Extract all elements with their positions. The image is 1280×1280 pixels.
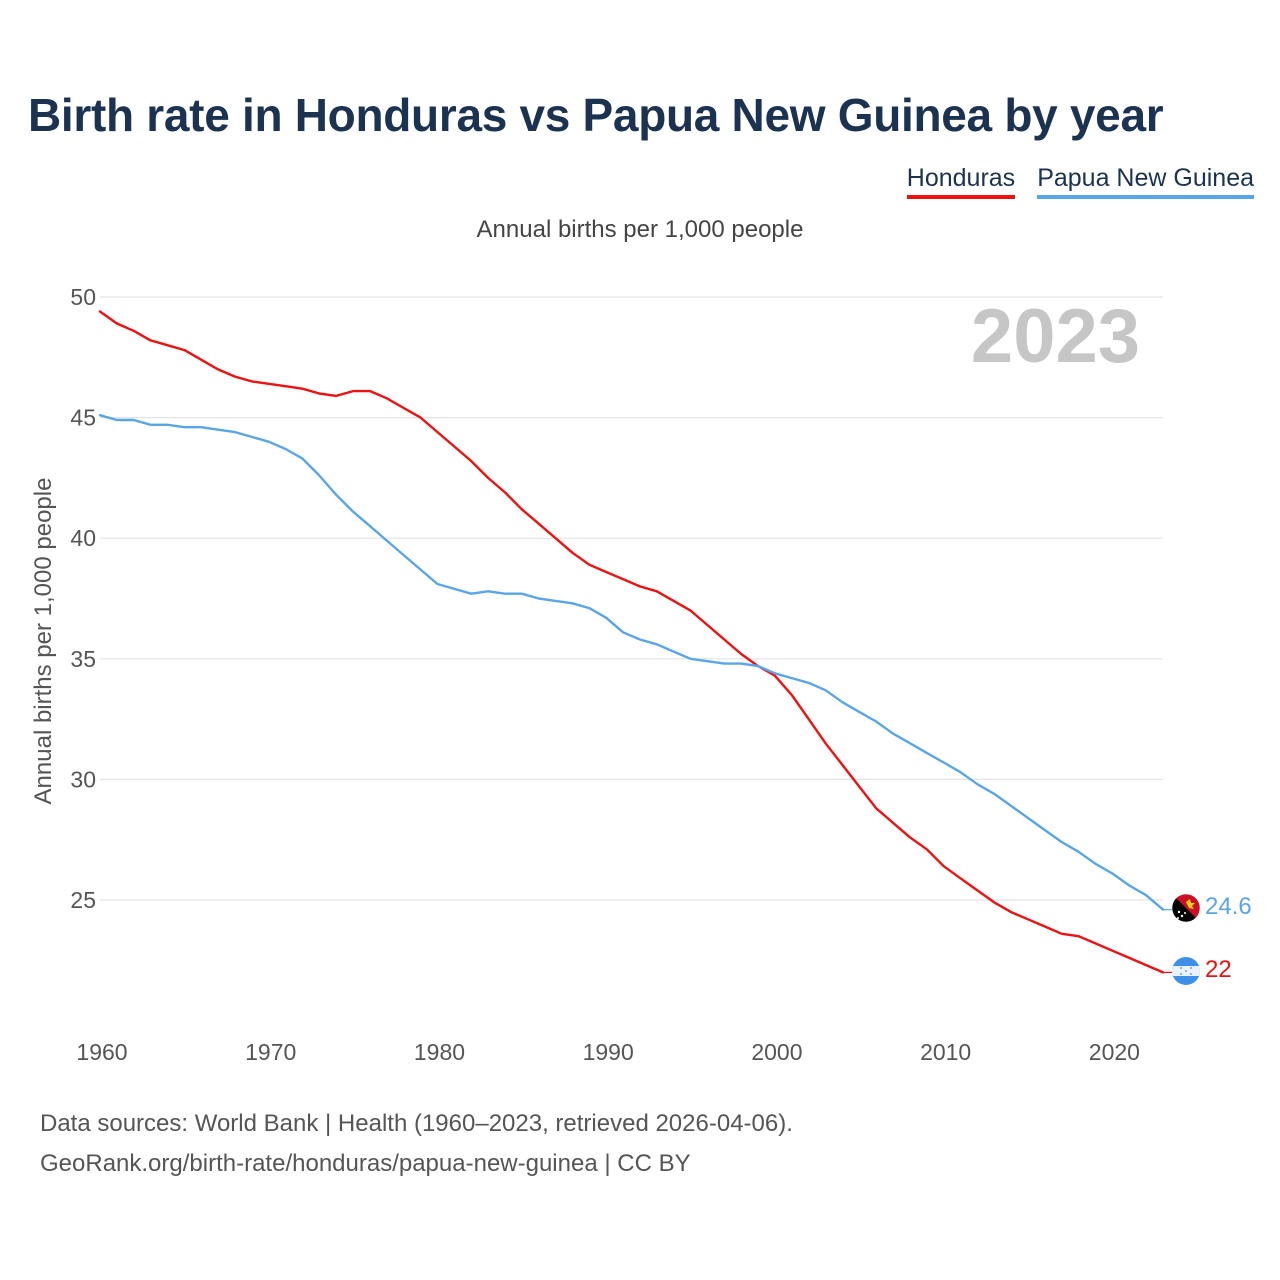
legend-item-papua-new-guinea[interactable]: Papua New Guinea bbox=[1037, 164, 1254, 199]
series-line-honduras[interactable] bbox=[98, 310, 1165, 974]
legend-item-honduras[interactable]: Honduras bbox=[906, 164, 1016, 199]
y-axis-label: Annual births per 1,000 people bbox=[30, 478, 57, 805]
y-tick-label: 40 bbox=[70, 525, 96, 551]
honduras-flag-icon bbox=[1172, 957, 1200, 985]
x-tick-label: 1990 bbox=[583, 1039, 634, 1065]
x-axis: 1960 1970 1980 1990 2000 2010 2020 bbox=[76, 1039, 1140, 1065]
line-chart: 25 30 35 40 45 50 1960 1970 1980 1990 2000 2010 202… bbox=[30, 284, 1252, 1065]
series-group bbox=[98, 310, 1172, 974]
source-url: GeoRank.org/birth-rate/honduras/papua-ne… bbox=[40, 1150, 691, 1177]
y-tick-label: 25 bbox=[70, 887, 96, 913]
x-tick-label: 1960 bbox=[76, 1039, 127, 1065]
x-tick-label: 2020 bbox=[1089, 1039, 1140, 1065]
x-tick-label: 2010 bbox=[920, 1039, 971, 1065]
series-line-papua-new-guinea[interactable] bbox=[98, 414, 1165, 911]
x-tick-label: 2000 bbox=[751, 1039, 802, 1065]
legend: Honduras Papua New Guinea bbox=[906, 164, 1254, 199]
end-label-papua-new-guinea: 24.6 bbox=[1205, 893, 1252, 920]
grid bbox=[100, 296, 1163, 901]
chart-title: Birth rate in Honduras vs Papua New Guin… bbox=[28, 89, 1164, 141]
y-tick-label: 50 bbox=[70, 284, 96, 310]
year-watermark: 2023 bbox=[971, 294, 1140, 379]
end-label-honduras: 22 bbox=[1205, 956, 1232, 983]
y-tick-label: 45 bbox=[70, 405, 96, 431]
y-axis: 25 30 35 40 45 50 bbox=[70, 284, 96, 913]
chart-subtitle: Annual births per 1,000 people bbox=[476, 216, 804, 243]
papua-new-guinea-flag-icon bbox=[1171, 893, 1201, 923]
y-tick-label: 30 bbox=[70, 766, 96, 792]
x-tick-label: 1970 bbox=[245, 1039, 296, 1065]
data-source-note: Data sources: World Bank | Health (1960–… bbox=[40, 1110, 793, 1137]
footer: Data sources: World Bank | Health (1960–… bbox=[40, 1104, 793, 1184]
x-tick-label: 1980 bbox=[414, 1039, 465, 1065]
y-tick-label: 35 bbox=[70, 646, 96, 672]
